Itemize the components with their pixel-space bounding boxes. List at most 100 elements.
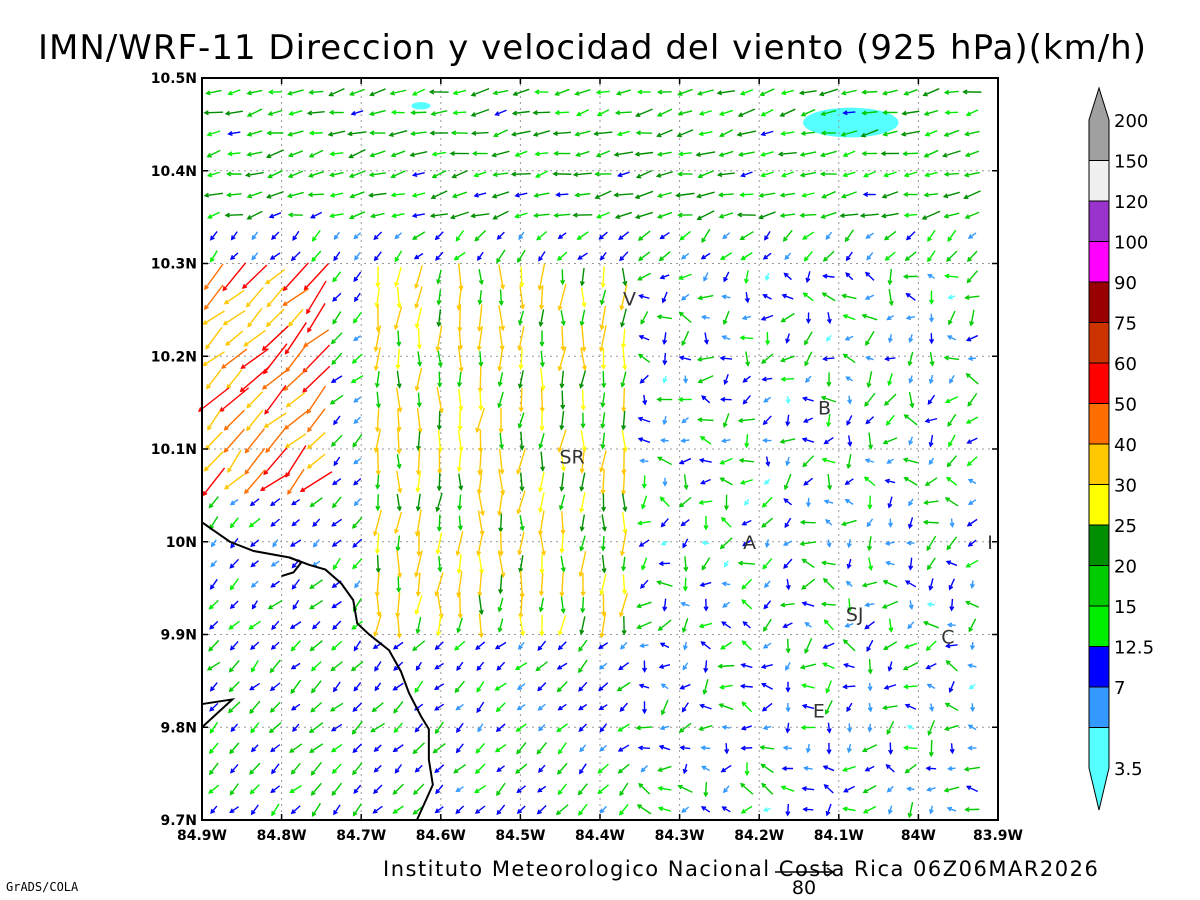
wind-vector: [902, 457, 919, 464]
wind-vector: [927, 250, 936, 263]
wind-vector: [964, 211, 980, 219]
colorbar-label: 60: [1114, 354, 1137, 375]
wind-vector: [374, 287, 381, 309]
wind-vector: [476, 681, 485, 693]
wind-vector: [618, 662, 630, 671]
wind-vector: [840, 191, 857, 199]
wind-vector: [761, 702, 773, 712]
wind-vector: [700, 252, 711, 260]
wind-vector: [414, 550, 423, 578]
wind-vector: [965, 785, 979, 793]
wind-vector: [780, 312, 795, 323]
wind-vector: [390, 192, 406, 198]
y-tick-label: 9.7N: [160, 813, 197, 829]
wind-vector: [353, 640, 362, 652]
wind-vector: [842, 314, 856, 321]
wind-vector: [310, 661, 322, 672]
wind-vector: [331, 352, 343, 366]
wind-vector: [251, 600, 259, 610]
wind-vector: [247, 308, 263, 328]
wind-vector: [477, 366, 483, 394]
wind-vector: [498, 575, 504, 595]
wind-vector: [903, 171, 918, 178]
wind-vector: [396, 576, 402, 593]
wind-vector: [659, 496, 670, 507]
wind-vector: [638, 782, 651, 795]
wind-vector: [374, 682, 382, 692]
wind-vector: [203, 192, 223, 198]
wind-vector: [805, 497, 811, 508]
wind-vector: [270, 580, 280, 588]
wind-vector: [763, 478, 771, 485]
wind-vector: [311, 560, 321, 567]
wind-vector: [721, 806, 731, 813]
wind-vector: [638, 334, 650, 341]
wind-vector: [619, 251, 629, 262]
wind-vector: [697, 294, 714, 301]
wind-vector: [203, 450, 224, 472]
wind-vector: [823, 436, 834, 445]
wind-vector: [580, 572, 586, 597]
wind-vector: [721, 294, 731, 300]
wind-vector: [701, 557, 711, 571]
wind-vector: [637, 230, 651, 241]
city-label-e: E: [813, 701, 825, 723]
wind-vector: [455, 530, 464, 557]
wind-vector: [307, 408, 326, 433]
wind-vector: [718, 212, 734, 219]
footer-credit: Instituto Meteorologico Nacional Costa R…: [383, 857, 1100, 881]
wind-vector: [287, 130, 304, 137]
wind-vector: [373, 614, 382, 638]
wind-vector: [660, 518, 669, 528]
wind-vector: [229, 600, 239, 610]
wind-vector: [744, 291, 750, 304]
wind-vector: [722, 413, 730, 428]
wind-vector: [299, 471, 333, 493]
wind-vector: [494, 641, 507, 650]
wind-vector: [574, 192, 591, 198]
wind-vector: [352, 702, 363, 713]
wind-vector: [599, 805, 607, 814]
wind-vector: [415, 493, 421, 512]
wind-vector: [885, 414, 895, 426]
wind-vector: [396, 470, 403, 494]
wind-vector: [635, 130, 652, 136]
wind-vector: [576, 231, 589, 240]
colorbar-swatch-lowest: [1088, 727, 1110, 811]
wind-vector: [560, 596, 566, 614]
wind-vector: [265, 428, 286, 454]
wind-vector: [497, 372, 504, 388]
wind-vector: [436, 614, 442, 637]
wind-vector: [516, 785, 526, 794]
wind-vector: [348, 211, 366, 220]
wind-vector: [739, 231, 754, 241]
wind-vector: [539, 387, 545, 413]
wind-vector: [537, 724, 546, 732]
wind-vector: [720, 252, 733, 260]
wind-vector: [308, 722, 324, 734]
wind-vector: [470, 87, 490, 97]
wind-vector: [375, 555, 381, 574]
wind-vector: [209, 516, 219, 530]
wind-vector: [967, 499, 977, 505]
wind-vector: [658, 251, 671, 262]
wind-vector: [825, 803, 832, 817]
wind-vector: [866, 252, 874, 261]
wind-vector: [881, 89, 898, 96]
wind-vector: [369, 130, 386, 136]
wind-vector: [532, 110, 551, 116]
wind-vector: [802, 231, 815, 240]
wind-vector: [455, 805, 465, 815]
wind-vector: [559, 533, 565, 554]
wind-vector: [822, 356, 835, 362]
wind-vector: [695, 151, 716, 157]
wind-vector: [333, 415, 341, 426]
wind-vector: [348, 170, 366, 179]
wind-vector: [388, 130, 408, 137]
wind-vector: [868, 432, 874, 450]
wind-vector: [227, 89, 241, 96]
wind-vector: [826, 372, 832, 388]
wind-vector: [292, 723, 300, 733]
wind-vector: [514, 150, 528, 157]
wind-vector: [369, 88, 386, 97]
